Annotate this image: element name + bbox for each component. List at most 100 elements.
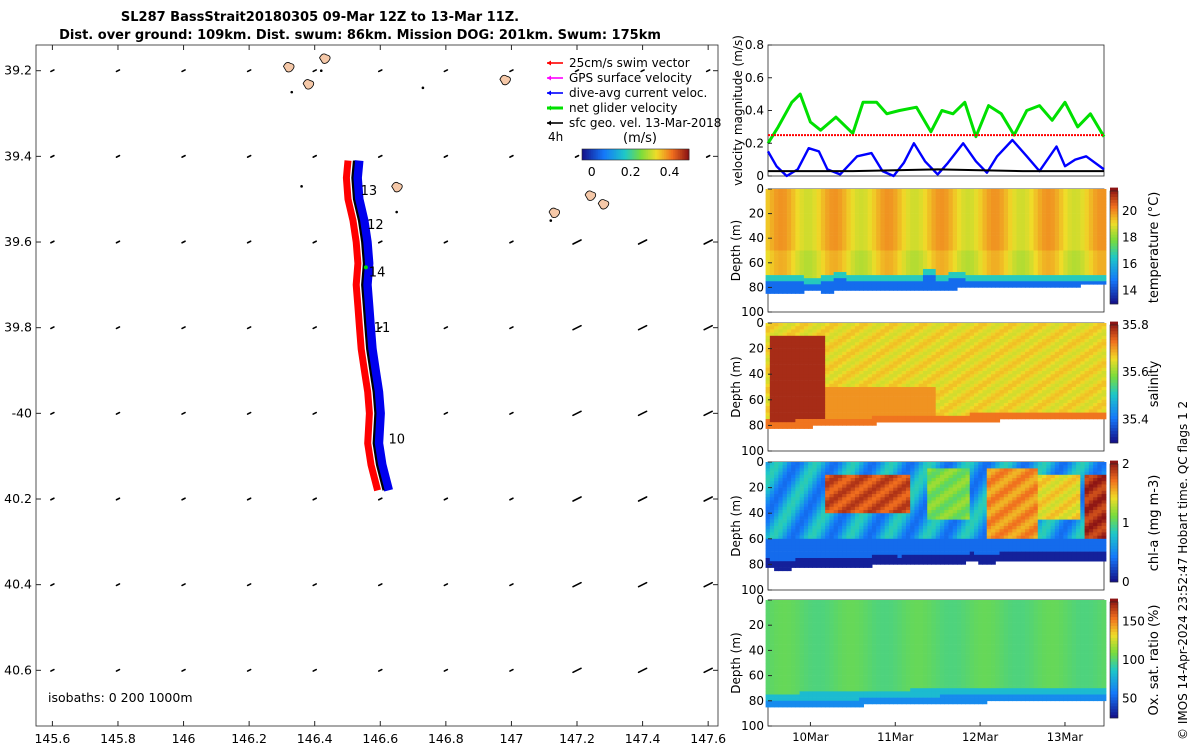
salinity-section-cell	[880, 355, 886, 359]
salinity-section-cell	[863, 412, 869, 417]
salinity-section-cell	[837, 399, 843, 404]
salinity-section-cell	[880, 406, 886, 410]
temperature-section-cell	[1084, 259, 1090, 264]
temperature-section-cell	[910, 192, 916, 196]
temperature-section-cell	[884, 278, 890, 282]
salinity-section-cell	[901, 415, 907, 420]
salinity-section-cell	[786, 425, 792, 429]
salinity-section-cell	[952, 361, 958, 365]
temperature-section-cell	[1020, 201, 1026, 205]
temperature-section-cell	[880, 250, 886, 254]
temperature-section-cell	[978, 213, 984, 217]
salinity-section-cell	[1033, 374, 1039, 378]
salinity-section-cell	[791, 364, 796, 369]
salinity-section-cell	[808, 335, 813, 340]
temperature-section-cell	[893, 268, 898, 273]
temperature-section-cell	[1016, 204, 1022, 208]
salinity-section-cell	[774, 396, 779, 401]
temperature-section-cell	[1012, 250, 1018, 254]
salinity-section-cell	[795, 425, 801, 429]
temperature-section-cell	[961, 275, 967, 279]
salinity-section-cell	[922, 342, 928, 346]
temperature-section-cell	[859, 238, 864, 242]
salinity-section-cell	[884, 403, 890, 407]
temperature-section-cell	[961, 244, 967, 248]
temperature-section-cell	[1054, 241, 1060, 245]
salinity-section-cell	[893, 326, 898, 330]
geo-vector-arrow	[181, 69, 186, 73]
salinity-section-cell	[842, 358, 847, 362]
salinity-section-cell	[842, 409, 847, 413]
temperature-section-cell	[1042, 216, 1047, 221]
salinity-section-cell	[1008, 403, 1013, 407]
temperature-section-cell	[986, 272, 992, 276]
salinity-section-cell	[1025, 342, 1030, 346]
salinity-section-cell	[1020, 387, 1026, 391]
temperature-section-cell	[1071, 216, 1077, 221]
temperature-section-cell	[1097, 272, 1103, 276]
temperature-section-cell	[859, 204, 864, 208]
temperature-section-cell	[846, 281, 852, 285]
temperature-section-cell	[880, 284, 886, 288]
salinity-section-cell	[1012, 355, 1018, 359]
temperature-section-cell	[1008, 238, 1013, 242]
temperature-section-cell	[799, 210, 805, 214]
temperature-y-tick-label: 20	[749, 207, 764, 221]
temperature-section-cell	[935, 198, 941, 202]
temperature-section-cell	[986, 198, 992, 202]
temperature-section-cell	[876, 207, 881, 211]
temperature-section-cell	[829, 195, 835, 199]
temperature-section-cell	[778, 262, 784, 267]
temperature-section-cell	[935, 238, 941, 242]
temperature-section-cell	[765, 272, 771, 276]
temperature-section-cell	[1037, 268, 1043, 273]
temperature-section-cell	[1037, 235, 1043, 239]
temperature-section-cell	[974, 272, 979, 276]
temperature-section-cell	[769, 287, 775, 291]
salinity-section-cell	[782, 371, 788, 375]
salinity-section-cell	[765, 393, 771, 397]
salinity-section-cell	[1025, 364, 1030, 369]
temperature-section-cell	[931, 195, 937, 199]
salinity-section-cell	[974, 345, 979, 349]
salinity-section-cell	[829, 399, 835, 404]
salinity-section-cell	[833, 367, 839, 372]
salinity-section-cell	[914, 361, 920, 365]
temperature-section-cell	[803, 256, 809, 261]
salinity-section-cell	[991, 326, 996, 330]
salinity-section-cell	[918, 399, 924, 404]
temperature-section-cell	[825, 275, 830, 279]
salinity-section-cell	[808, 412, 813, 417]
temperature-section-cell	[1050, 198, 1056, 202]
salinity-section-cell	[808, 361, 813, 365]
salinity-section-cell	[842, 371, 847, 375]
salinity-section-cell	[914, 374, 920, 378]
temperature-section-cell	[799, 213, 805, 217]
salinity-section-cell	[969, 361, 975, 365]
salinity-section-cell	[791, 390, 796, 394]
salinity-section-cell	[897, 367, 903, 372]
temperature-section-cell	[1067, 195, 1073, 199]
salinity-section-cell	[1042, 351, 1047, 356]
temperature-section-cell	[850, 228, 856, 233]
temperature-section-cell	[854, 287, 860, 291]
salinity-section-cell	[927, 339, 933, 343]
salinity-section-cell	[939, 380, 945, 385]
temperature-section-cell	[1076, 244, 1081, 248]
temperature-section-cell	[846, 256, 852, 261]
salinity-section-cell	[914, 364, 920, 369]
temperature-section-cell	[863, 225, 869, 230]
temperature-section-cell	[876, 259, 881, 264]
temperature-section-cell	[944, 228, 950, 233]
salinity-section-cell	[948, 351, 954, 356]
salinity-section-cell	[871, 374, 877, 378]
geo-vector-arrow	[443, 668, 449, 672]
salinity-section-cell	[854, 355, 860, 359]
salinity-section-cell	[825, 323, 830, 327]
temperature-section-cell	[786, 201, 792, 205]
temperature-section-cell	[931, 250, 937, 254]
salinity-section-cell	[808, 371, 813, 375]
salinity-section-cell	[969, 323, 975, 327]
temperature-section-cell	[956, 216, 962, 221]
temperature-section-cell	[905, 225, 911, 230]
